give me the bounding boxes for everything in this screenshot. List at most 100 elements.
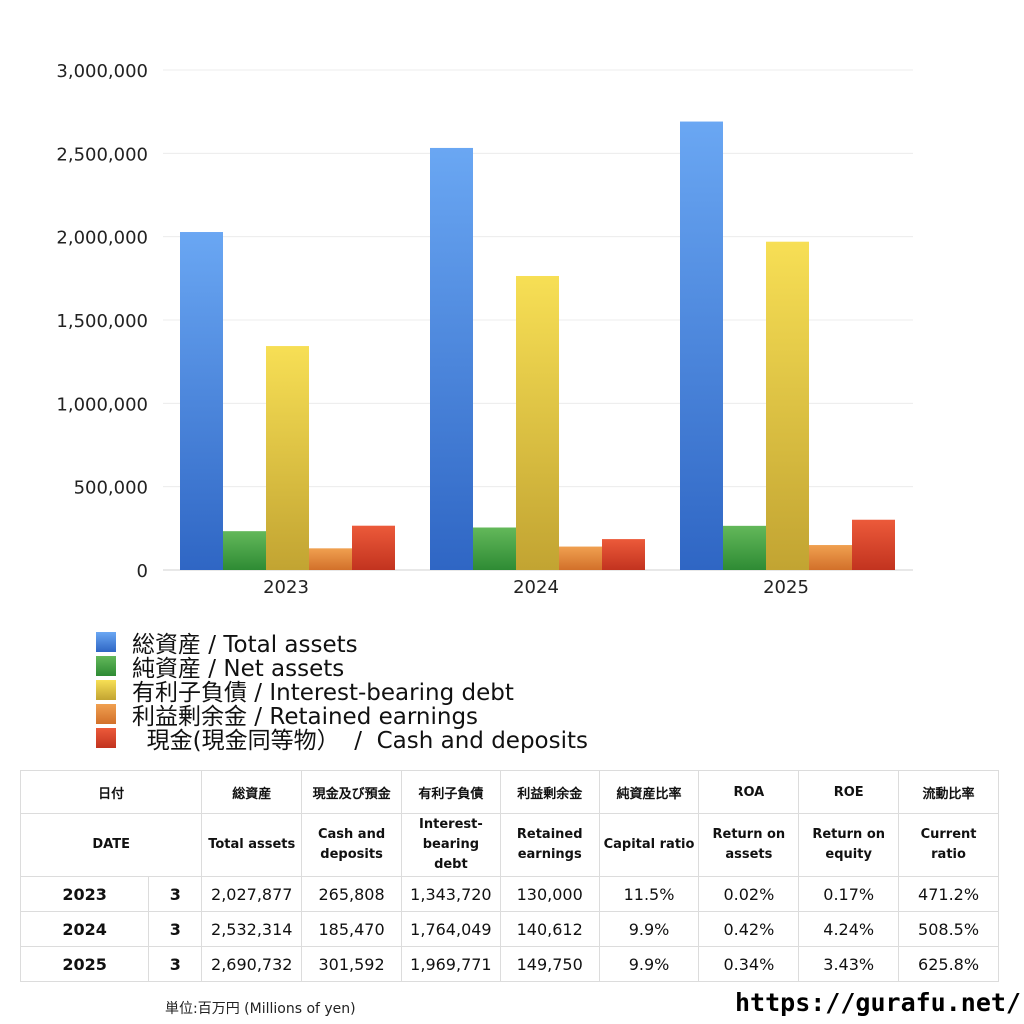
legend-label: 現金(現金同等物） / Cash and deposits [132,728,588,754]
cell-cash: 301,592 [301,946,402,982]
unit-note: 単位:百万円 (Millions of yen) [165,1001,356,1017]
col-current-ratio-jp: 流動比率 [898,770,999,814]
legend-swatch-cash [96,728,116,748]
bar [309,548,352,570]
y-tick-label: 2,000,000 [56,228,148,249]
bar [516,275,559,570]
col-total-assets-en: Total assets [201,813,303,877]
bar [680,121,723,570]
cell-capital-ratio: 9.9% [598,946,700,982]
col-roa-en-label: Return on assets [712,827,786,862]
legend-label: 利益剰余金 / Retained earnings [132,704,479,730]
cell-roe: 4.24% [798,911,900,947]
y-tick-label: 500,000 [74,478,148,499]
x-tick-label: 2024 [513,577,559,598]
legend-swatch-net-assets [96,656,116,676]
col-current-ratio-en: Current ratio [898,813,999,877]
col-roe-en: Return on equity [798,813,900,877]
cell-current-ratio: 625.8% [898,946,999,982]
bar [852,519,895,570]
bar [180,232,223,570]
cell-year: 2023 [19,876,150,912]
bar [602,539,645,570]
cell-total-assets: 2,690,732 [201,946,303,982]
legend-item: 利益剰余金 / Retained earnings [96,702,588,730]
cell-roe: 3.43% [798,946,900,982]
bar [766,241,809,570]
cell-capital-ratio: 11.5% [598,876,700,912]
x-axis-ticks: 2023 2024 2025 [263,577,809,598]
cell-retained: 130,000 [499,876,600,912]
cell-cash: 265,808 [301,876,402,912]
cell-debt: 1,343,720 [400,876,501,912]
cell-month: 3 [148,946,203,982]
col-roe-jp: ROE [798,770,900,814]
col-retained-jp: 利益剰余金 [499,770,600,814]
table-header-jp: 日付 総資産 現金及び預金 有利子負債 利益剰余金 純資産比率 ROA ROE … [19,770,999,814]
y-tick-label: 1,500,000 [56,311,148,332]
bar [266,346,309,570]
col-capital-ratio-jp: 純資産比率 [598,770,700,814]
cell-retained: 140,612 [499,911,600,947]
col-retained-en-label: Retained earnings [516,827,583,862]
col-retained-en: Retained earnings [499,813,600,877]
legend-item: 有利子負債 / Interest-bearing debt [96,678,588,706]
cell-capital-ratio: 9.9% [598,911,700,947]
y-tick-label: 0 [137,561,148,582]
col-debt-en-label: Interest-bearing debt [419,817,483,872]
legend-label: 総資産 / Total assets [132,632,358,658]
y-axis-ticks: 0 500,000 1,000,000 1,500,000 2,000,000 2,500… [56,61,148,582]
col-cash-en-label: Cash and deposits [317,827,386,862]
table-row: 2025 3 2,690,732 301,592 1,969,771 149,7… [19,946,999,982]
cell-month: 3 [148,911,203,947]
cell-debt: 1,969,771 [400,946,501,982]
col-debt-en: Interest-bearing debt [400,813,501,877]
bar [473,527,516,570]
cell-roe: 0.17% [798,876,900,912]
cell-year: 2025 [19,946,150,982]
col-cash-jp: 現金及び預金 [301,770,402,814]
y-tick-label: 2,500,000 [56,144,148,165]
legend-label: 純資産 / Net assets [132,656,345,682]
cell-roa: 0.34% [698,946,800,982]
legend-swatch-interest-bearing-debt [96,680,116,700]
col-roe-en-label: Return on equity [812,827,886,862]
table-row: 2024 3 2,532,314 185,470 1,764,049 140,6… [19,911,999,947]
cell-current-ratio: 471.2% [898,876,999,912]
legend-item: 現金(現金同等物） / Cash and deposits [96,726,588,754]
col-roa-en: Return on assets [698,813,800,877]
cell-year: 2024 [19,911,150,947]
cell-roa: 0.42% [698,911,800,947]
table-row: 2023 3 2,027,877 265,808 1,343,720 130,0… [19,876,999,912]
cell-month: 3 [148,876,203,912]
legend-label: 有利子負債 / Interest-bearing debt [132,680,514,706]
bar [223,531,266,570]
bar [559,546,602,570]
table-header-en: DATE Total assets Cash and deposits Inte… [19,813,999,877]
cell-current-ratio: 508.5% [898,911,999,947]
cell-total-assets: 2,027,877 [201,876,303,912]
bar [723,525,766,570]
legend-item: 純資産 / Net assets [96,654,588,682]
col-cash-en: Cash and deposits [301,813,402,877]
bar [430,147,473,570]
cell-total-assets: 2,532,314 [201,911,303,947]
col-date-jp: 日付 [19,770,203,814]
col-debt-jp: 有利子負債 [400,770,501,814]
cell-debt: 1,764,049 [400,911,501,947]
col-capital-ratio-en: Capital ratio [598,813,700,877]
bar [809,545,852,570]
legend-swatch-retained-earnings [96,704,116,724]
legend-swatch-total-assets [96,632,116,652]
site-url[interactable]: https://gurafu.net/ [735,988,1021,1017]
bars [180,121,895,570]
financial-table: 日付 総資産 現金及び預金 有利子負債 利益剰余金 純資産比率 ROA ROE … [19,770,999,982]
col-total-assets-jp: 総資産 [201,770,303,814]
legend-item: 総資産 / Total assets [96,630,588,658]
cell-roa: 0.02% [698,876,800,912]
cell-cash: 185,470 [301,911,402,947]
x-tick-label: 2025 [763,577,809,598]
bar [352,525,395,570]
y-tick-label: 3,000,000 [56,61,148,82]
col-roa-jp: ROA [698,770,800,814]
